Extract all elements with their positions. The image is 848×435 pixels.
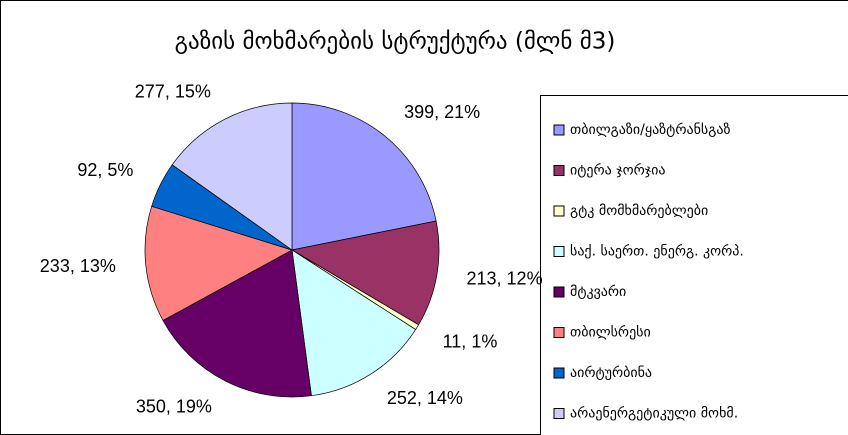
pie-slice xyxy=(291,220,440,326)
chart-title: გაზის მოხმარების სტრუქტურა (მლნ მ3) xyxy=(175,29,616,55)
data-label: 11, 1% xyxy=(443,332,498,352)
legend-swatch xyxy=(553,327,565,338)
legend-swatch xyxy=(553,246,565,257)
legend-swatch xyxy=(553,205,565,217)
data-label: 213, 12% xyxy=(467,268,543,288)
legend-label: თბილსრესი xyxy=(570,324,651,341)
legend-swatch xyxy=(553,408,565,419)
data-label: 252, 14% xyxy=(387,388,463,408)
legend-label: არაენერგეტიკული მოხმ. xyxy=(570,405,738,422)
legend-label: გტკ მომხმარებლები xyxy=(570,202,708,219)
pie-slice xyxy=(144,205,293,321)
pie-slice xyxy=(291,249,417,397)
legend-label: მტკვარი xyxy=(570,283,626,300)
legend-swatch xyxy=(553,286,565,298)
legend-label: აირტურბინა xyxy=(570,364,652,381)
data-label: 233, 13% xyxy=(40,256,116,276)
pie-slice xyxy=(291,102,437,251)
legend-box xyxy=(540,95,848,435)
legend-swatch xyxy=(553,367,565,379)
legend-label: საქ. საერთ. ენერგ. კორპ. xyxy=(570,243,744,260)
data-label: 277, 15% xyxy=(135,81,211,101)
pie-slice xyxy=(171,102,293,251)
data-label: 350, 19% xyxy=(136,397,212,417)
legend-swatch xyxy=(553,124,565,136)
data-label: 399, 21% xyxy=(404,102,480,122)
legend-label: თბილგაზი/ყაზტრანსგაზ xyxy=(570,121,730,138)
pie-slice xyxy=(162,249,312,398)
legend-label: იტერა ჯორჯია xyxy=(570,162,665,179)
data-label: 92, 5% xyxy=(77,160,133,180)
legend-swatch xyxy=(553,165,565,176)
